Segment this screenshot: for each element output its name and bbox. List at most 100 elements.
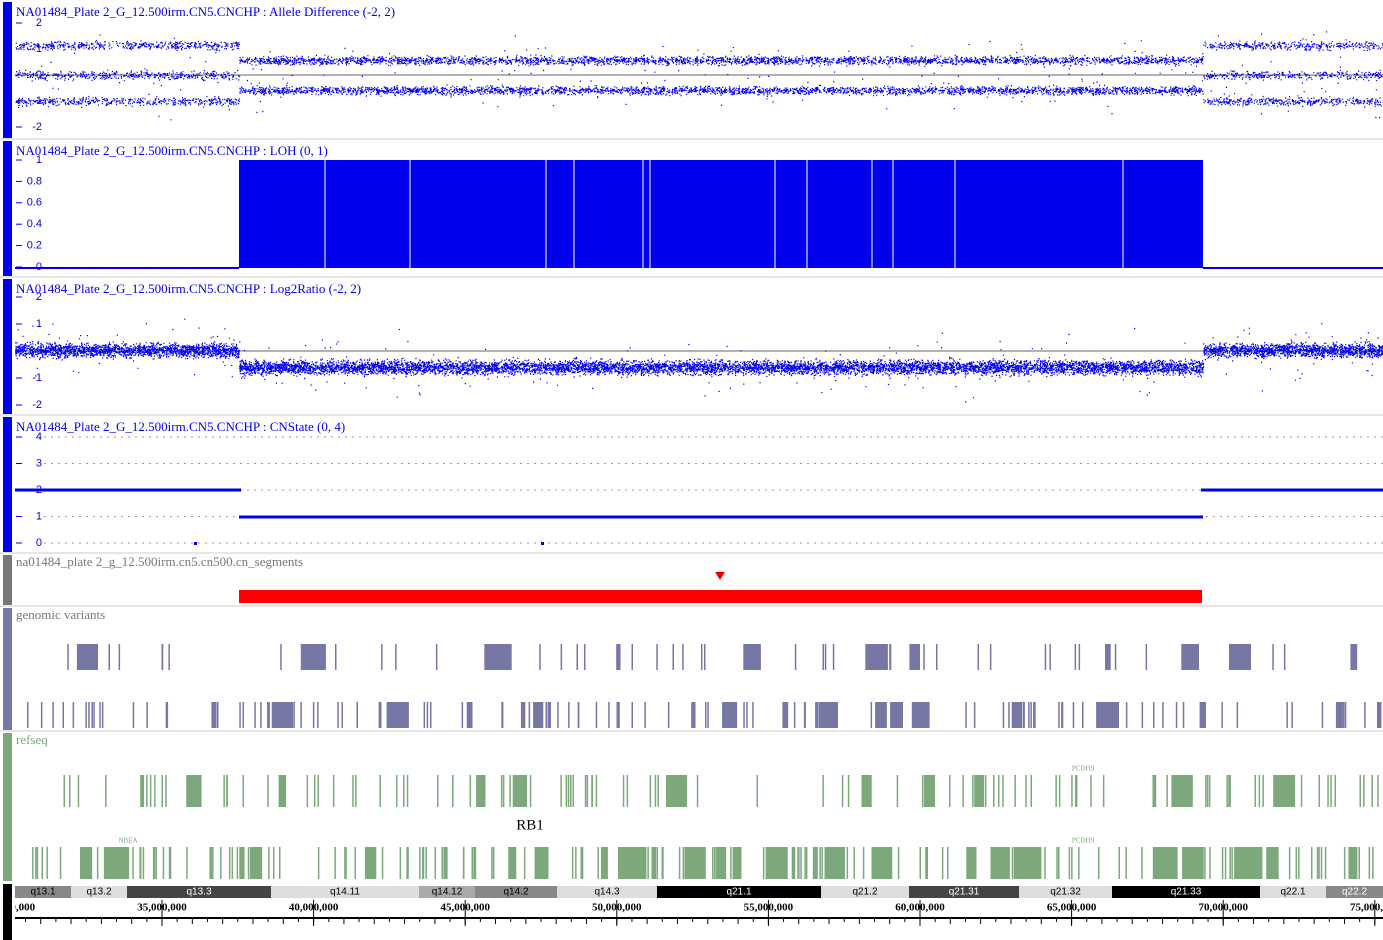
gene: [279, 847, 281, 879]
variant: [977, 644, 979, 670]
gene: [210, 847, 212, 879]
variant: [889, 644, 892, 670]
gene: [142, 847, 145, 879]
cytoband: [1019, 886, 1112, 898]
gene: [161, 775, 163, 807]
variant: [1335, 702, 1343, 728]
track-handle: [3, 733, 12, 881]
scatter-points: [15, 31, 1383, 121]
gene: [231, 847, 234, 879]
gene: [656, 847, 658, 879]
gene: [1279, 775, 1282, 807]
ruler-label: 45,000,000: [440, 902, 490, 914]
variant: [890, 702, 903, 728]
variant: [893, 702, 895, 728]
cn-point: [541, 542, 544, 545]
variant: [1236, 702, 1239, 728]
gene: [345, 847, 347, 879]
gene: [469, 775, 472, 807]
variant: [743, 702, 745, 728]
variant: [793, 702, 796, 728]
gene: [306, 775, 309, 807]
variant: [875, 702, 887, 728]
gene: [974, 775, 984, 807]
variant: [466, 702, 473, 728]
tick-label: -2: [32, 121, 42, 133]
gene: [141, 775, 144, 807]
variant: [146, 702, 148, 728]
gene: [882, 847, 884, 879]
variant: [492, 644, 512, 670]
variant: [1204, 702, 1206, 728]
gene: [236, 847, 239, 879]
gene: [1068, 847, 1071, 879]
gene: [1270, 847, 1272, 879]
ruler-label: 65,000,000: [1047, 902, 1097, 914]
gene: [209, 847, 211, 879]
gene: [168, 847, 171, 879]
variant: [672, 644, 674, 670]
cytoband-label: q21.2: [852, 887, 877, 898]
variant: [337, 702, 339, 728]
variant: [108, 644, 110, 670]
gene: [1071, 847, 1073, 879]
gene: [1327, 775, 1329, 807]
gene: [595, 775, 598, 807]
tick-label: 0.6: [27, 197, 42, 209]
gene: [1028, 847, 1030, 879]
gene: [966, 847, 977, 879]
gene: [925, 847, 927, 879]
tick-label: 1: [36, 510, 42, 522]
variant: [608, 702, 610, 728]
gene: [1377, 775, 1379, 807]
gene: [1192, 847, 1194, 879]
segment-marker: [715, 572, 725, 580]
cytoband: [71, 886, 127, 898]
gene: [399, 847, 402, 879]
track-label: NA01484_Plate 2_G_12.500irm.CN5.CNCHP : …: [16, 281, 361, 296]
variant: [1153, 702, 1155, 728]
variant: [989, 644, 992, 670]
variant: [1181, 644, 1199, 670]
gene: [1204, 847, 1206, 879]
gene: [1236, 847, 1238, 879]
gene: [798, 847, 800, 879]
cytoband-label: q14.11: [330, 887, 360, 898]
variant: [242, 702, 244, 728]
gene: [243, 847, 245, 879]
gene: [1055, 775, 1057, 807]
gene: [364, 847, 377, 879]
gene: [80, 847, 93, 879]
tick-label: 0.8: [27, 175, 42, 187]
gene: [819, 847, 821, 879]
gene: [396, 775, 398, 807]
cytoband: [419, 886, 475, 898]
gene: [242, 775, 244, 807]
variant: [707, 702, 709, 728]
variant: [293, 702, 295, 728]
track-handle: [3, 608, 12, 730]
variant: [539, 644, 541, 670]
variant: [217, 702, 219, 728]
variant: [1030, 702, 1032, 728]
variant: [88, 702, 90, 728]
gene: [1343, 847, 1346, 879]
gene: [247, 847, 250, 879]
ruler-label: 50,000,000: [592, 902, 642, 914]
variant: [1105, 644, 1111, 670]
gene: [622, 775, 625, 807]
gene: [1324, 847, 1327, 879]
gene: [921, 775, 924, 807]
variant: [1011, 702, 1023, 728]
gene: [355, 775, 357, 807]
gene: [500, 775, 503, 807]
gene: [354, 847, 356, 879]
gene: [1056, 847, 1058, 879]
variant: [1028, 702, 1030, 728]
gene: [1030, 775, 1032, 807]
tick-label: 0: [36, 261, 42, 273]
gene: [1018, 847, 1042, 879]
gene: [162, 847, 165, 879]
variant: [380, 702, 382, 728]
gene: [584, 775, 587, 807]
